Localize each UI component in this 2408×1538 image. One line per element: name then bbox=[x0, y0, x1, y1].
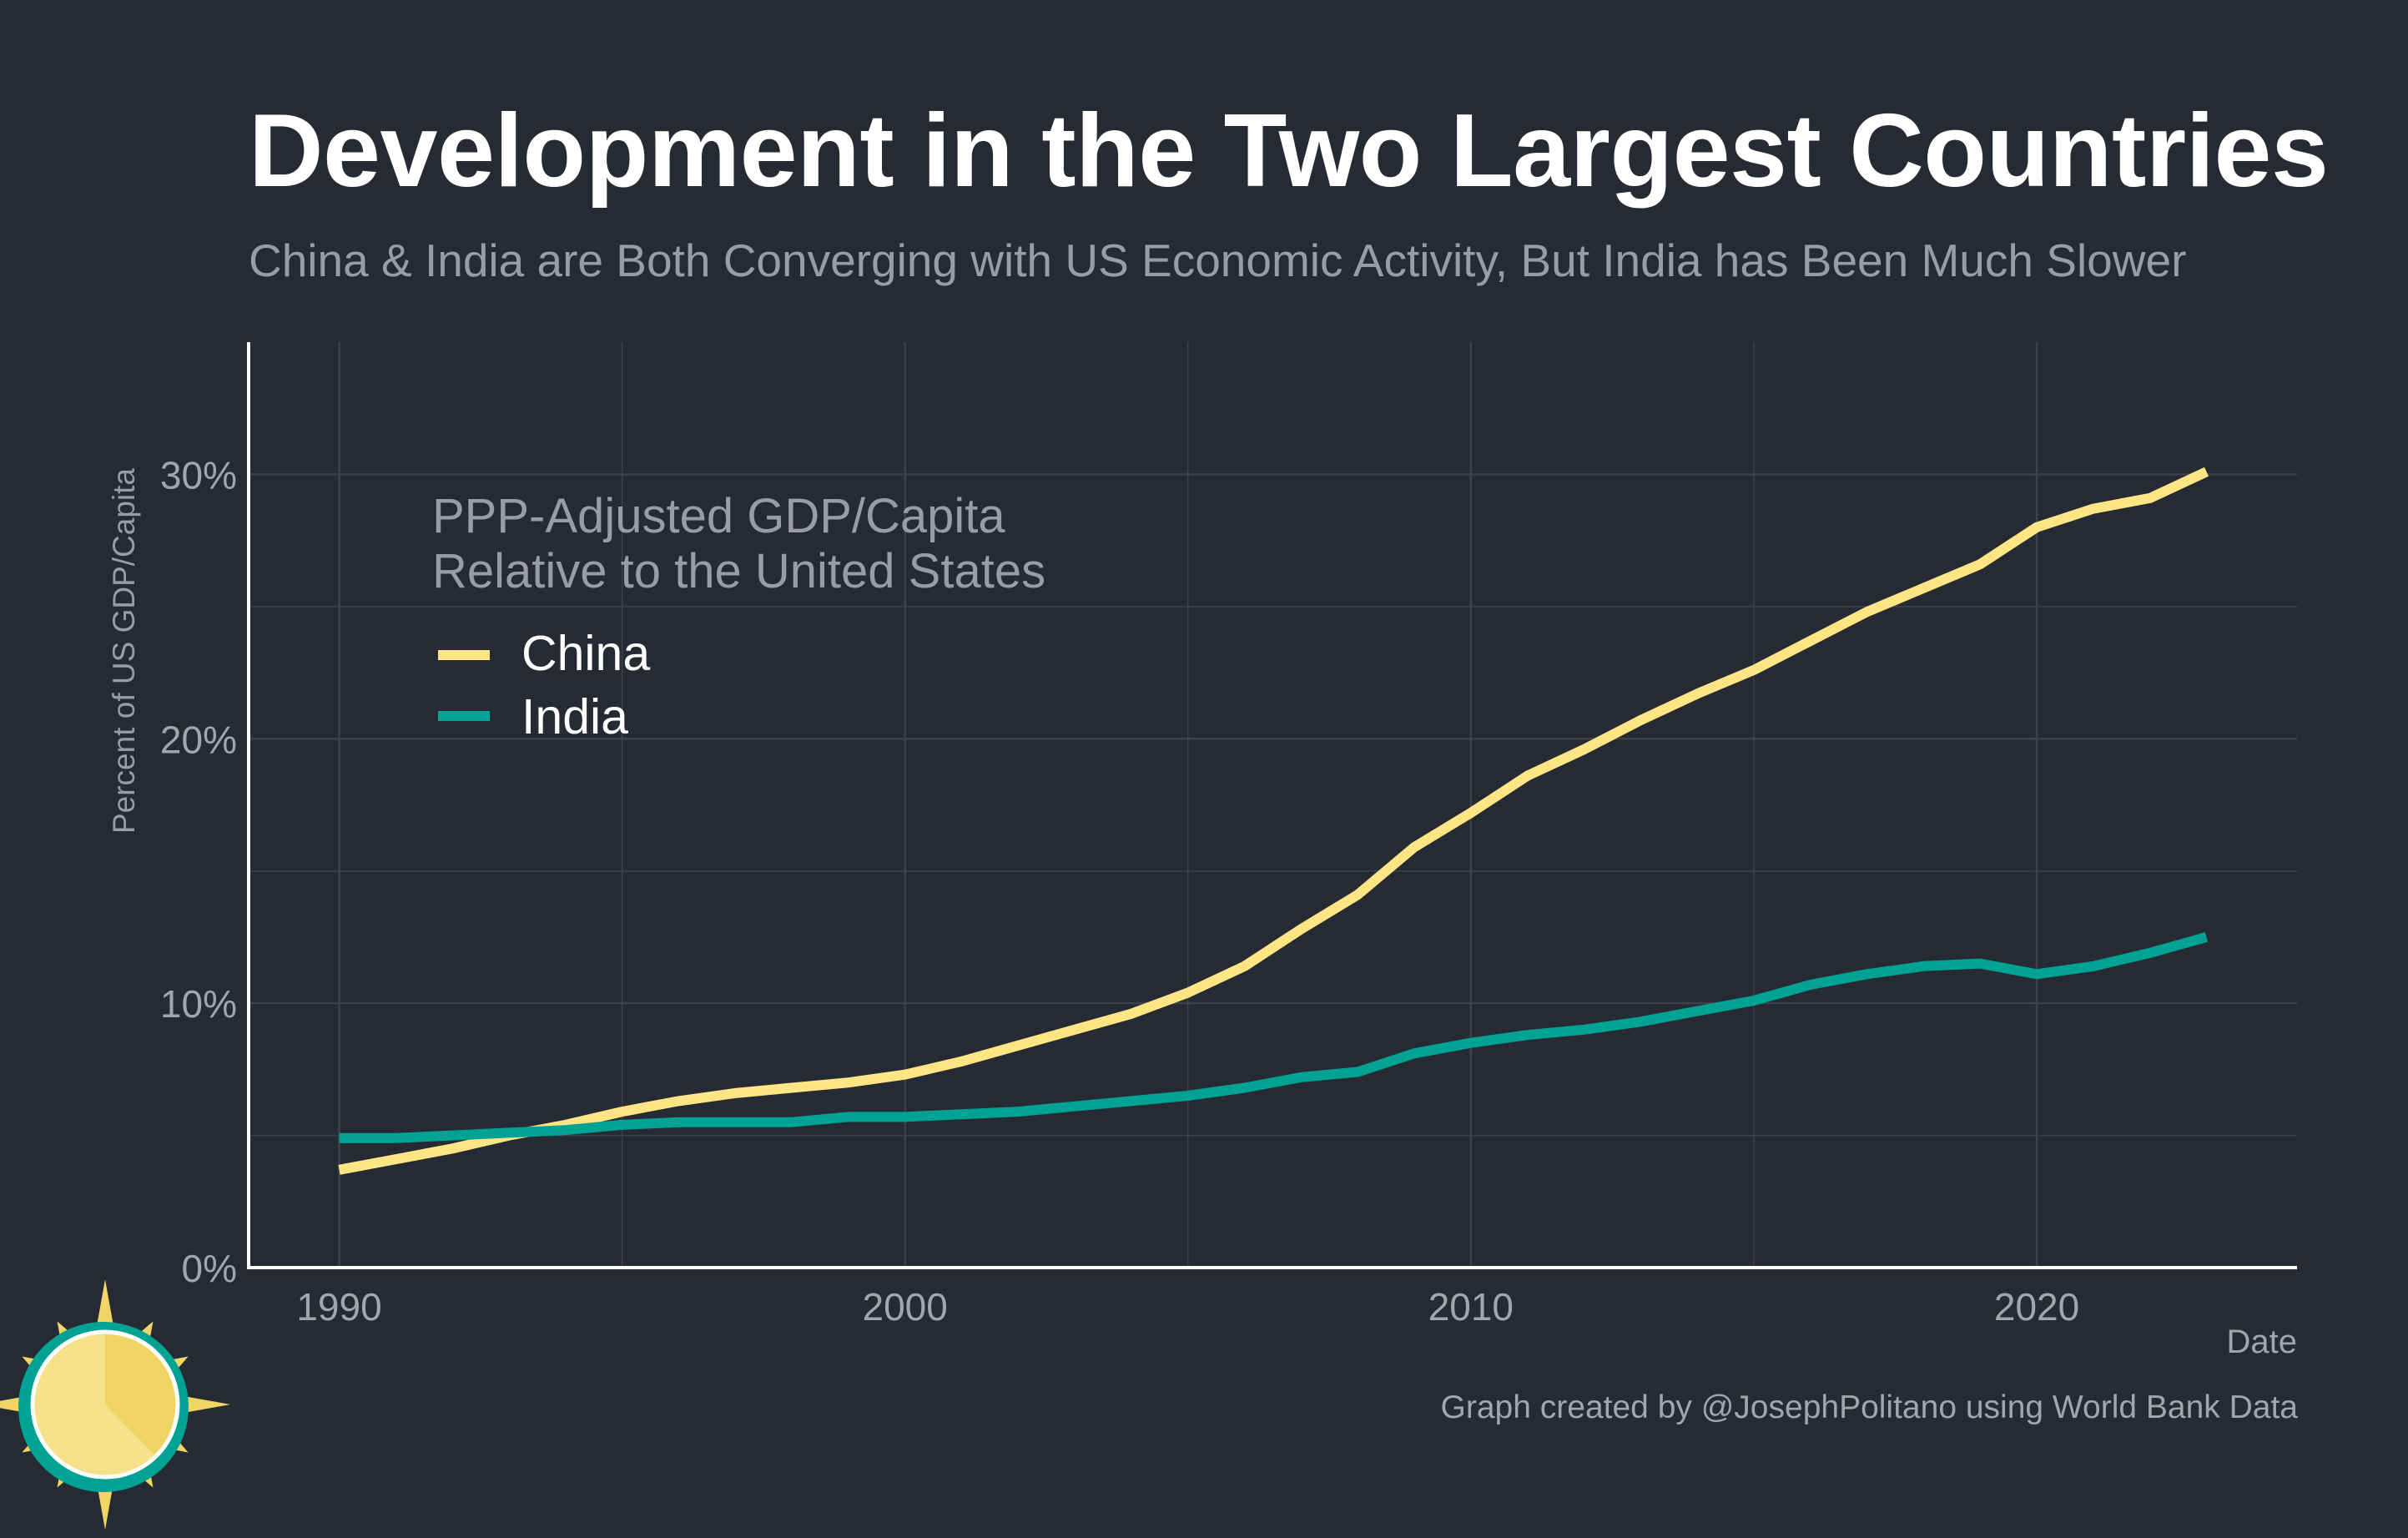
x-tick-label: 1990 bbox=[296, 1285, 381, 1329]
y-tick-label: 10% bbox=[160, 982, 237, 1026]
x-tick-label: 2020 bbox=[1994, 1285, 2079, 1329]
minor-gridlines bbox=[249, 342, 2297, 1268]
legend-label-india: India bbox=[521, 689, 628, 744]
chart-title: Development in the Two Largest Countries bbox=[249, 93, 2329, 209]
chart-subtitle: China & India are Both Converging with U… bbox=[249, 234, 2187, 286]
y-tick-label: 0% bbox=[182, 1247, 237, 1290]
y-tick-labels: 0% 10% 20% 30% bbox=[160, 453, 237, 1290]
axes bbox=[247, 342, 2297, 1269]
y-tick-label: 30% bbox=[160, 453, 237, 497]
legend-title-line-1: PPP-Adjusted GDP/Capita bbox=[432, 489, 1005, 543]
y-tick-label: 20% bbox=[160, 718, 237, 761]
x-axis-label: Date bbox=[2227, 1324, 2298, 1360]
series-lines bbox=[338, 466, 2209, 1175]
x-tick-label: 2000 bbox=[863, 1285, 948, 1329]
legend: PPP-Adjusted GDP/Capita Relative to the … bbox=[432, 489, 1045, 744]
series-line-china bbox=[338, 466, 2209, 1175]
series-line-india bbox=[339, 932, 2209, 1143]
x-tick-label: 2010 bbox=[1428, 1285, 1514, 1329]
legend-title-line-2: Relative to the United States bbox=[432, 544, 1045, 598]
source-caption: Graph created by @JosephPolitano using W… bbox=[1440, 1389, 2298, 1425]
legend-label-china: China bbox=[521, 626, 650, 681]
x-tick-labels: 1990 2000 2010 2020 bbox=[296, 1285, 2079, 1329]
y-axis-label: Percent of US GDP/Capita bbox=[107, 468, 141, 834]
sun-logo-icon bbox=[0, 1279, 230, 1530]
